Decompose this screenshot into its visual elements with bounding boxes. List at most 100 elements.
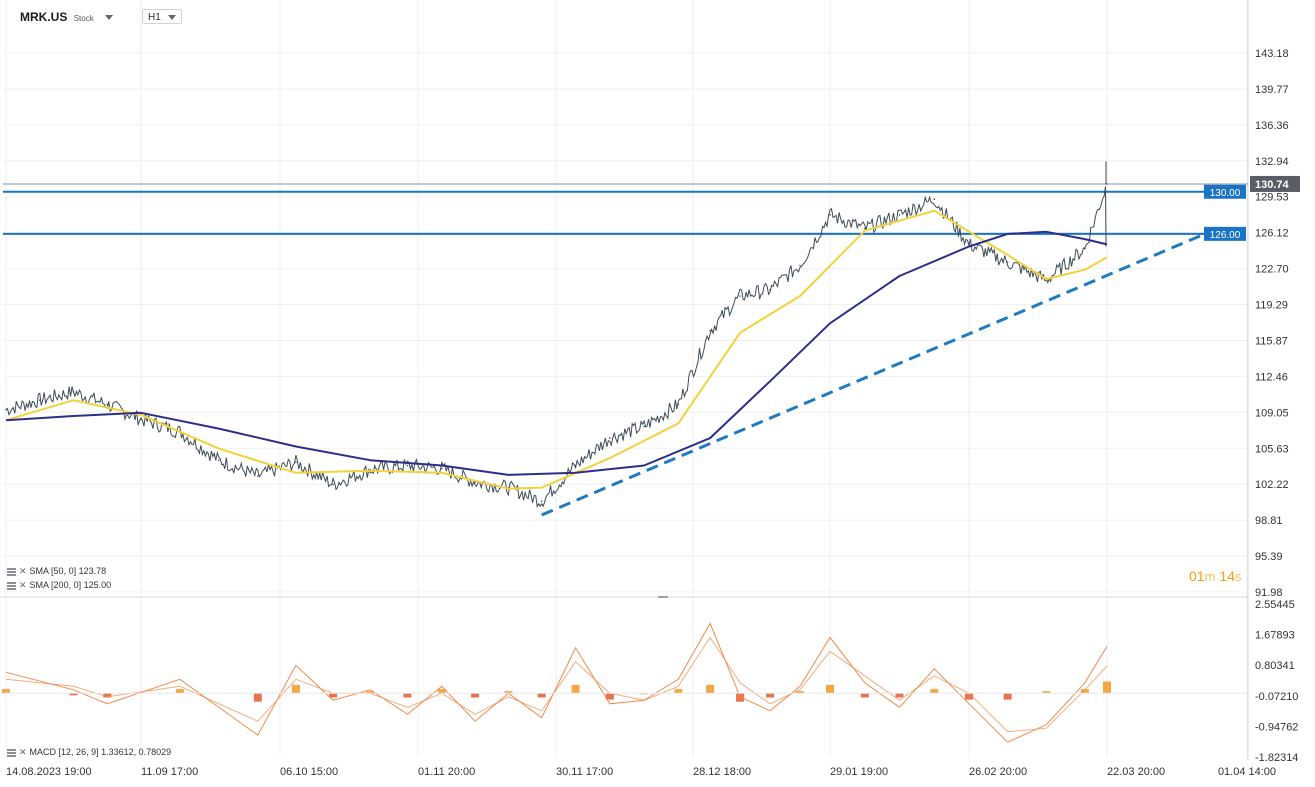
macd-histogram-bar	[537, 693, 546, 698]
close-icon[interactable]: ✕	[19, 580, 27, 590]
price-point	[295, 461, 297, 464]
price-point	[898, 214, 901, 216]
price-point	[218, 459, 220, 462]
close-icon[interactable]: ✕	[19, 566, 27, 576]
macd-histogram-bar	[706, 684, 715, 694]
sma-lines	[5, 209, 1108, 490]
time-tick-label: 26.02 20:00	[969, 766, 1027, 778]
price-tick-label: 95.39	[1255, 551, 1283, 563]
macd-histogram-bar	[965, 693, 973, 700]
timer-minutes: 01	[1189, 568, 1205, 584]
timeframe-label: H1	[148, 12, 161, 23]
macd-histogram-bar	[674, 689, 683, 694]
macd-tick-label: 1.67893	[1255, 630, 1295, 642]
time-tick-label: 30.11 17:00	[556, 766, 613, 778]
price-tick-label: 129.53	[1255, 192, 1289, 204]
current-price-label: 130.74	[1255, 179, 1290, 191]
level-label-126.00: 126.00	[1210, 230, 1241, 241]
price-point	[739, 295, 741, 297]
macd-histogram-bar	[2, 689, 10, 694]
sma200-line	[5, 230, 1108, 476]
price-tick-label: 109.05	[1255, 407, 1289, 419]
price-point	[968, 243, 970, 246]
macd-histogram-bar	[175, 689, 184, 694]
price-point	[474, 481, 476, 484]
settings-icon[interactable]	[7, 567, 16, 576]
price-point	[1084, 247, 1086, 250]
time-tick-label: 01.11 20:00	[418, 766, 475, 778]
timer-seconds: 14	[1219, 568, 1235, 584]
price-tick-label: 115.87	[1255, 336, 1288, 348]
price-series	[5, 161, 1108, 509]
macd-histogram-bar	[437, 689, 446, 694]
price-tick-label: 143.18	[1255, 48, 1289, 60]
price-tick-label: 112.46	[1255, 371, 1288, 383]
legend-sma200-label: SMA [200, 0] 125.00	[29, 580, 112, 590]
timeframe-selector[interactable]: H1	[142, 9, 182, 24]
price-tick-label: 102.22	[1255, 479, 1289, 491]
time-tick-label: 06.10 15:00	[280, 766, 338, 778]
macd-histogram-bar	[471, 693, 480, 698]
macd-histogram-bar	[571, 684, 580, 694]
price-point	[864, 227, 866, 230]
price-point	[540, 500, 543, 503]
timer-seconds-unit: s	[1234, 569, 1242, 584]
price-point	[799, 264, 801, 267]
macd-histogram-bar	[1042, 691, 1051, 694]
macd-tick-label: -0.94762	[1255, 721, 1298, 733]
legend-sma50-label: SMA [50, 0] 123.78	[29, 566, 107, 576]
settings-icon[interactable]	[7, 581, 16, 590]
settings-icon[interactable]	[7, 748, 16, 757]
price-point	[140, 418, 142, 420]
macd-histogram-bar	[1080, 689, 1089, 694]
time-tick-label: 29.01 19:00	[830, 766, 888, 778]
price-point	[72, 391, 75, 393]
timer-minutes-unit: m	[1204, 569, 1216, 584]
horizontal-levels: 130.00 126.00	[3, 183, 1248, 241]
macd-histogram-bar	[1103, 681, 1111, 694]
support-trendline	[541, 232, 1206, 517]
panel-resize-handle	[658, 596, 668, 598]
price-tick-label: 126.12	[1255, 228, 1289, 240]
time-tick-label: 14.08.2023 19:00	[6, 766, 92, 778]
price-point	[829, 214, 831, 216]
price-point	[1106, 183, 1108, 185]
price-point	[609, 437, 611, 439]
price-tick-label: 139.77	[1255, 84, 1289, 96]
price-point	[406, 464, 409, 467]
price-point	[5, 408, 7, 411]
candle-countdown-timer: 01m 14s	[1189, 568, 1241, 584]
price-tick-label: 105.63	[1255, 443, 1289, 455]
chevron-down-icon	[105, 15, 114, 21]
price-point	[441, 467, 443, 470]
price-point	[39, 399, 41, 402]
level-badge-130.00	[1204, 184, 1246, 199]
symbol-label: MRK.US	[20, 10, 68, 24]
macd-histogram-bar	[291, 684, 300, 694]
macd-histogram-bar	[329, 693, 338, 698]
legend-sma200[interactable]: ✕ SMA [200, 0] 125.00	[7, 580, 111, 591]
macd-tick-label: -1.82314	[1255, 752, 1298, 764]
macd-histogram-bar	[504, 691, 513, 694]
macd-histogram-bar	[930, 689, 939, 694]
macd-histogram-bar	[640, 693, 649, 695]
price-point	[769, 288, 771, 291]
price-point	[677, 403, 680, 406]
macd-histogram-bar	[895, 693, 904, 698]
axes: 143.18 139.77 136.36 132.94 129.53 126.12 122.…	[6, 48, 1300, 778]
price-line	[5, 186, 1107, 509]
price-point	[332, 483, 334, 486]
symbol-selector[interactable]: MRK.US Stock	[20, 10, 114, 24]
chevron-down-icon	[168, 15, 176, 20]
legend-sma50[interactable]: ✕ SMA [50, 0] 123.78	[7, 566, 106, 577]
legend-macd[interactable]: ✕ MACD [12, 26, 9] 1.33612, 0.78029	[7, 747, 171, 758]
time-tick-label: 11.09 17:00	[141, 766, 198, 778]
close-icon[interactable]: ✕	[19, 747, 27, 757]
sma50-line	[5, 209, 1108, 490]
macd-histogram-bar	[1003, 693, 1012, 700]
macd-histogram-bar	[403, 693, 412, 698]
macd-tick-label: 0.80341	[1255, 660, 1295, 672]
macd-histogram-bar	[766, 693, 775, 698]
price-point	[574, 464, 577, 467]
